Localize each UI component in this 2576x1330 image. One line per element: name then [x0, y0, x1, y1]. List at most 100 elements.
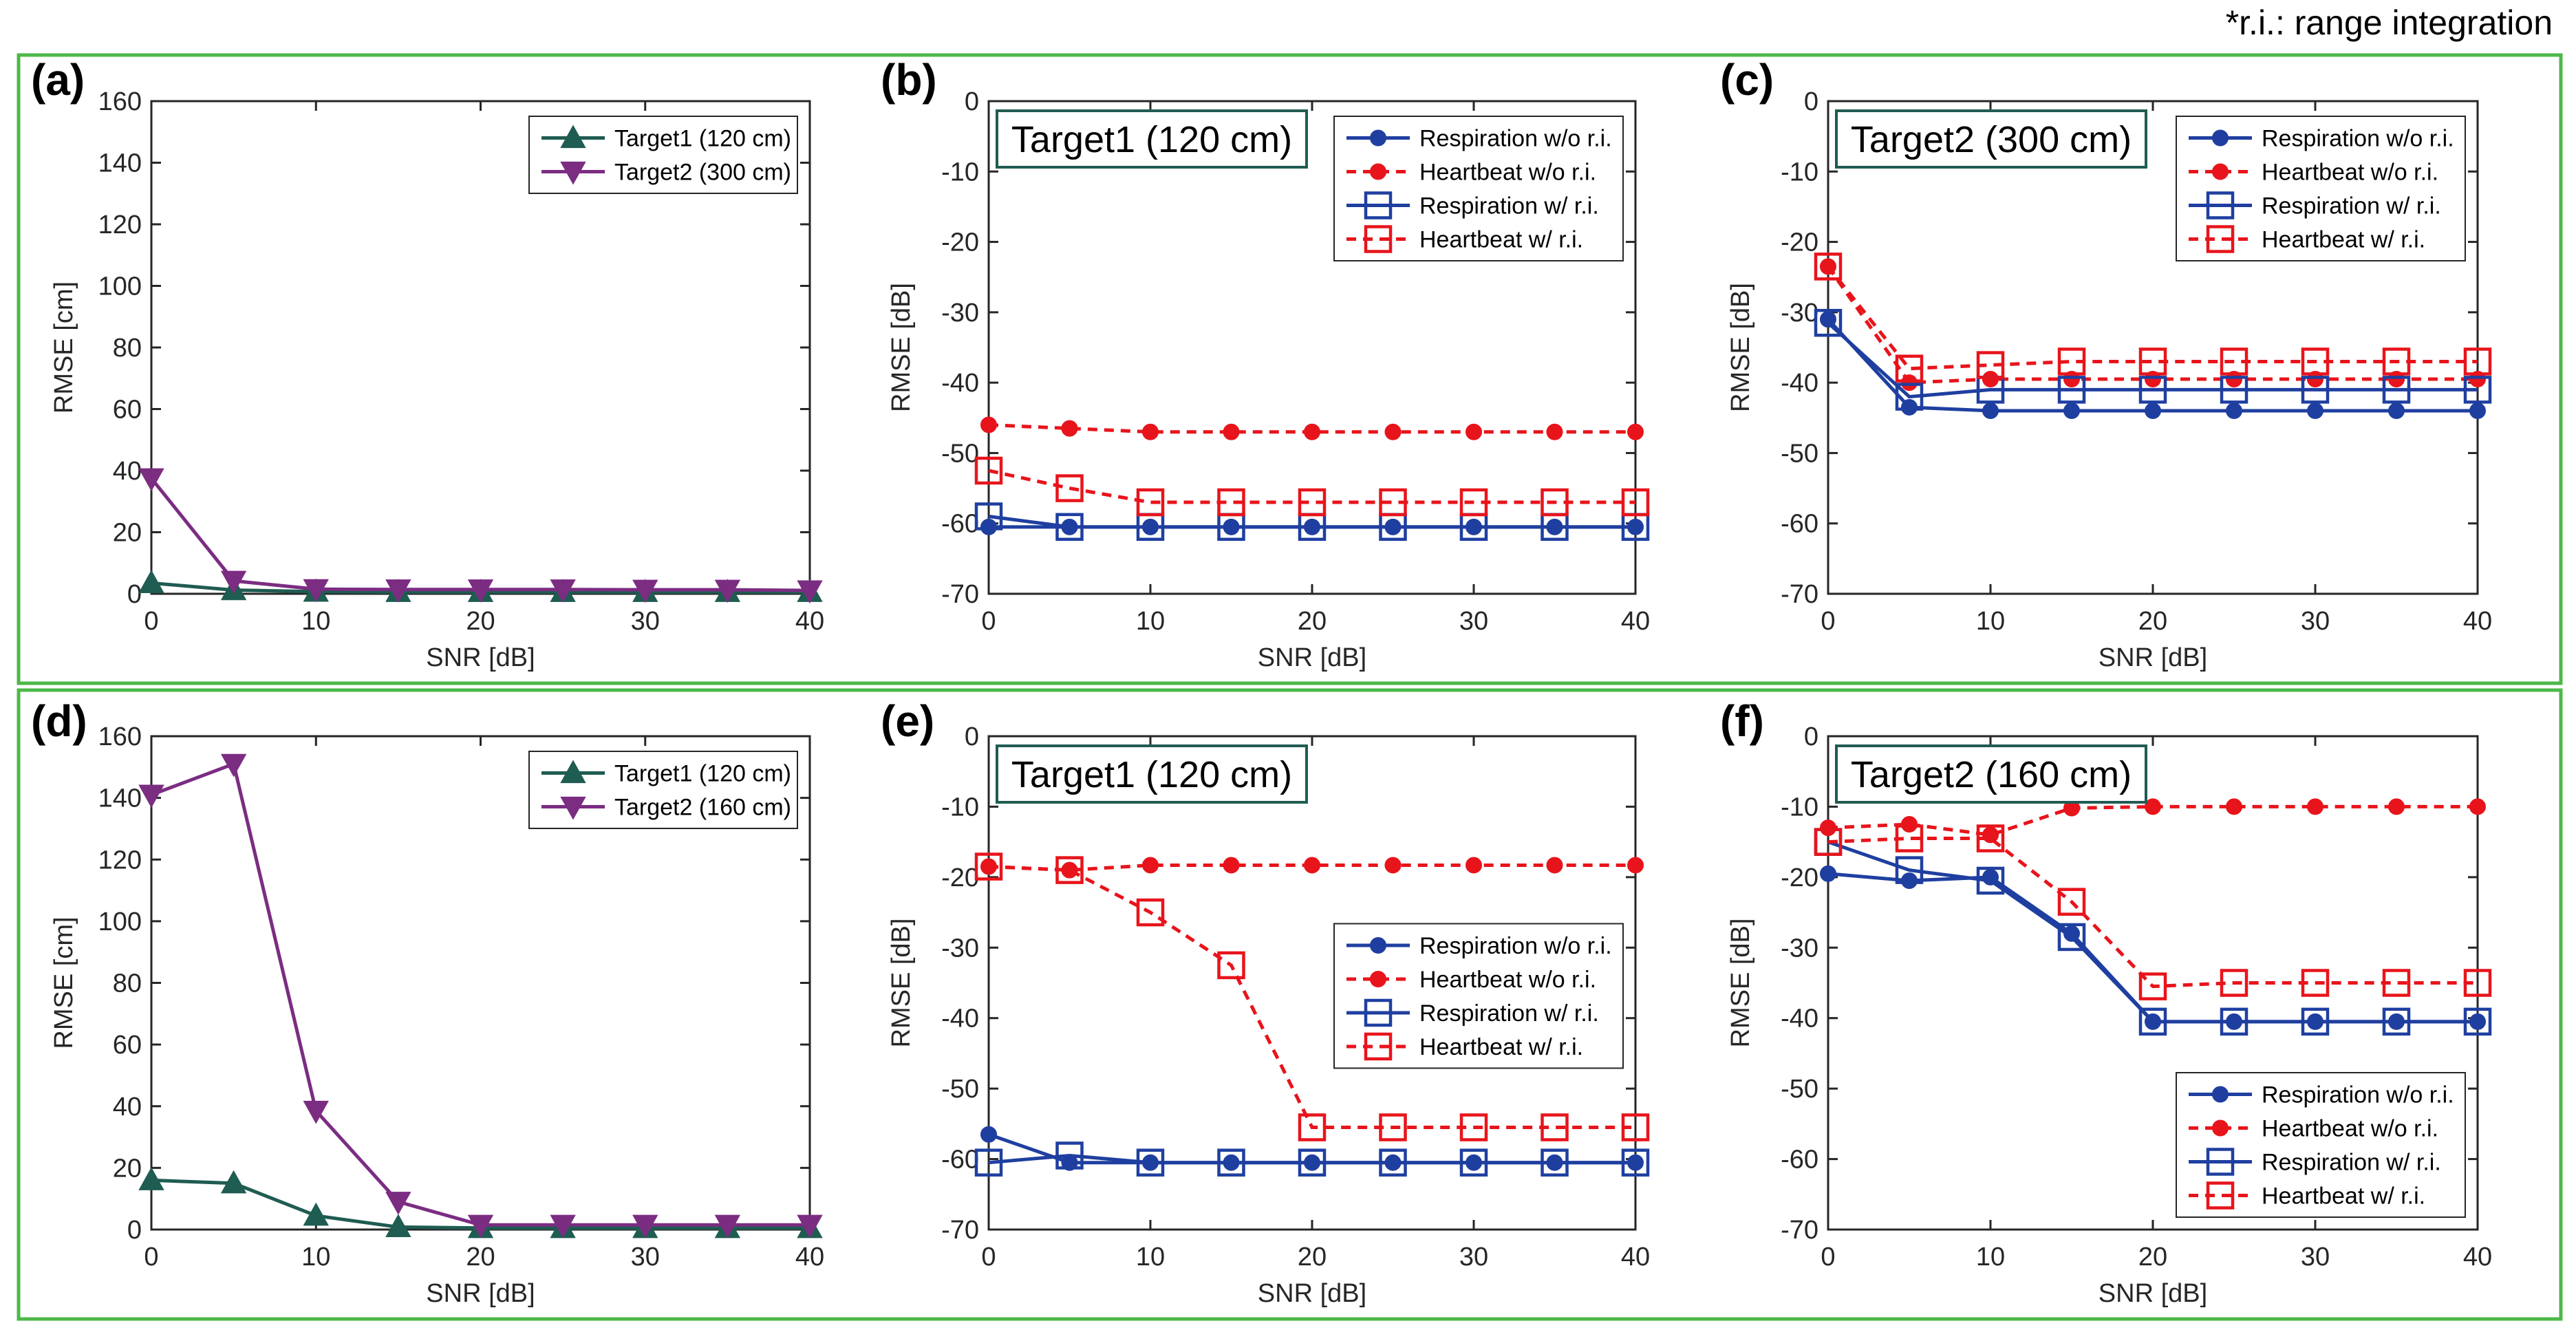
data-point [980, 416, 997, 433]
chart-panel: (a) 0 20 40 60 80 100 120 140 160 0 10 20 30 40 SNR [dB… [31, 55, 824, 672]
data-point [1982, 826, 1999, 844]
legend-entry: Respiration w/o r.i. [1419, 126, 1612, 152]
y-tick-label: 40 [113, 457, 142, 486]
data-point [2301, 969, 2330, 997]
data-point [1895, 856, 1924, 884]
y-tick-label: 40 [113, 1093, 142, 1122]
data-point [1976, 824, 2005, 852]
x-tick-label: 40 [2463, 607, 2492, 636]
x-tick-label: 30 [2301, 607, 2330, 636]
y-tick-label: 20 [113, 519, 142, 548]
legend-entry: Heartbeat w/o r.i. [2262, 160, 2438, 186]
y-axis-label: RMSE [dB] [1726, 283, 1755, 412]
data-point [2220, 1007, 2248, 1036]
series [138, 468, 823, 604]
data-point [974, 502, 1003, 530]
x-tick-label: 20 [1298, 607, 1327, 636]
data-point [2463, 1007, 2492, 1036]
y-tick-label: -30 [941, 299, 979, 328]
data-point [2226, 403, 2242, 420]
data-point [1901, 816, 1918, 833]
data-point [1136, 898, 1165, 927]
data-point [2220, 376, 2248, 404]
footnote: *r.i.: range integration [2226, 3, 2553, 42]
x-tick-label: 30 [1459, 1243, 1488, 1272]
data-point [1459, 1148, 1488, 1177]
data-point [2463, 969, 2492, 997]
data-point [1055, 856, 1084, 884]
y-tick-label: -70 [941, 1216, 979, 1245]
data-point [467, 1214, 494, 1238]
panel-label: (f) [1720, 696, 1764, 746]
y-tick-label: -70 [1781, 1216, 1818, 1245]
legend-entry: Respiration w/ r.i. [1419, 1000, 1599, 1027]
data-point [1901, 374, 1918, 392]
legend-entry: Respiration w/o r.i. [2262, 126, 2454, 152]
data-point [1379, 1148, 1407, 1177]
data-point [1627, 423, 1644, 440]
data-point [2220, 347, 2248, 376]
legend-marker [560, 760, 586, 784]
legend: Target1 (120 cm) Target2 (300 cm) [528, 116, 798, 194]
legend-entry: Heartbeat w/o r.i. [2262, 1116, 2438, 1142]
data-point [1384, 423, 1402, 440]
data-point [1901, 872, 1918, 889]
data-point [2301, 1007, 2330, 1036]
y-tick-label: -40 [1781, 369, 1818, 398]
series-line [1827, 837, 2478, 989]
data-point [1546, 423, 1563, 440]
legend-marker [1364, 998, 1393, 1027]
data-point [1061, 420, 1078, 437]
data-point [1976, 351, 2005, 379]
x-tick-label: 0 [144, 607, 158, 636]
x-tick-label: 20 [1298, 1243, 1327, 1272]
legend-entry: Target2 (300 cm) [614, 160, 791, 186]
x-tick-label: 10 [301, 607, 330, 636]
legend-marker [2212, 129, 2229, 147]
legend-entry: Heartbeat w/ r.i. [1419, 1034, 1583, 1060]
data-point [138, 784, 164, 808]
data-point [1621, 488, 1650, 517]
series-line [988, 423, 1635, 434]
data-point [303, 1202, 329, 1226]
data-point [1541, 1148, 1569, 1177]
data-point [2057, 376, 2086, 404]
y-tick-label: -50 [1781, 439, 1818, 468]
x-tick-label: 40 [1621, 607, 1650, 636]
data-point [385, 1214, 411, 1238]
y-tick-label: -50 [1781, 1075, 1818, 1104]
legend: Respiration w/o r.i. Heartbeat w/o r.i. Re… [1333, 923, 1624, 1069]
y-tick-label: -20 [941, 864, 979, 892]
legend-marker [1370, 163, 1386, 180]
data-point [1459, 1113, 1488, 1141]
x-tick-label: 10 [301, 1243, 330, 1272]
legend-marker [560, 161, 586, 185]
legend-marker [1364, 225, 1393, 253]
data-point [2307, 798, 2323, 815]
data-point [974, 456, 1003, 485]
y-tick-label: 140 [98, 784, 142, 813]
data-point [2138, 1007, 2167, 1036]
y-tick-label: -40 [941, 369, 979, 398]
y-tick-label: -20 [1781, 864, 1818, 892]
data-point [714, 579, 741, 603]
y-tick-label: 0 [965, 87, 979, 116]
series-line [988, 864, 1635, 1129]
data-point [632, 579, 658, 603]
y-tick-label: -30 [1781, 934, 1818, 963]
data-point [1217, 951, 1245, 980]
y-axis-label: RMSE [cm] [50, 916, 78, 1049]
legend-marker [1370, 936, 1386, 954]
top-row-frame [17, 53, 2563, 685]
data-point [385, 1192, 411, 1215]
data-point [1466, 423, 1482, 440]
panel-label: (b) [881, 55, 937, 105]
data-point [1621, 1148, 1650, 1177]
y-tick-label: 60 [113, 1031, 142, 1060]
target-label: Target2 (160 cm) [1851, 754, 2132, 795]
legend-entry: Respiration w/o r.i. [2262, 1082, 2454, 1108]
target-label: Target2 (300 cm) [1851, 119, 2132, 160]
legend-entry: Heartbeat w/o r.i. [1419, 160, 1596, 186]
legend-marker [1370, 129, 1386, 147]
